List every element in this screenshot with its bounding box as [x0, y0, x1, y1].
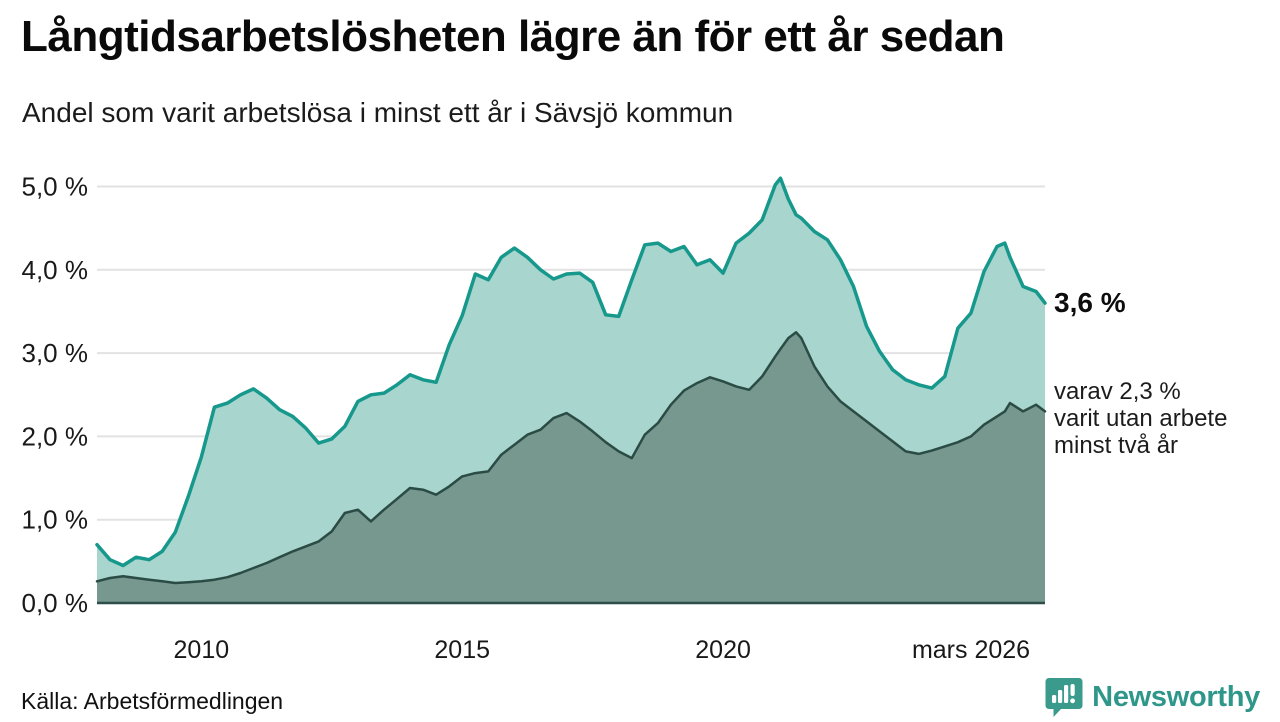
- chart-subtitle: Andel som varit arbetslösa i minst ett å…: [22, 97, 734, 128]
- series-end-label-one-year: 3,6 %: [1054, 287, 1126, 318]
- y-axis-tick-label: 3,0 %: [22, 338, 89, 368]
- annotation-line: varit utan arbete: [1054, 405, 1228, 432]
- annotation-line: minst två år: [1054, 432, 1179, 459]
- area-unemployed-two-years: [97, 332, 1045, 603]
- x-axis-tick-label: mars 2026: [912, 636, 1030, 664]
- newsworthy-bar-chart-icon: [1045, 677, 1083, 717]
- x-axis-tick-label: 2010: [174, 636, 230, 664]
- line-unemployed-two-years: [95, 331, 1047, 585]
- line-unemployed-one-year: [95, 176, 1047, 568]
- annotation-line: varav 2,3 %: [1054, 378, 1181, 405]
- page-title: Långtidsarbetslösheten lägre än för ett …: [21, 12, 1005, 61]
- x-axis-tick-label: 2015: [434, 636, 490, 664]
- series-annotation-two-years: varav 2,3 % varit utan arbete minst två …: [1054, 378, 1227, 459]
- y-axis-tick-label: 5,0 %: [22, 172, 89, 202]
- newsworthy-logo: Newsworthy: [1045, 677, 1260, 717]
- y-axis-tick-label: 0,0 %: [22, 588, 89, 618]
- source-attribution: Källa: Arbetsförmedlingen: [21, 688, 284, 714]
- x-axis-tick-label: 2020: [695, 636, 751, 664]
- newsworthy-wordmark: Newsworthy: [1092, 680, 1260, 713]
- y-axis-tick-label: 2,0 %: [22, 421, 89, 451]
- y-axis-tick-label: 4,0 %: [22, 255, 89, 285]
- y-axis-tick-label: 1,0 %: [22, 505, 89, 535]
